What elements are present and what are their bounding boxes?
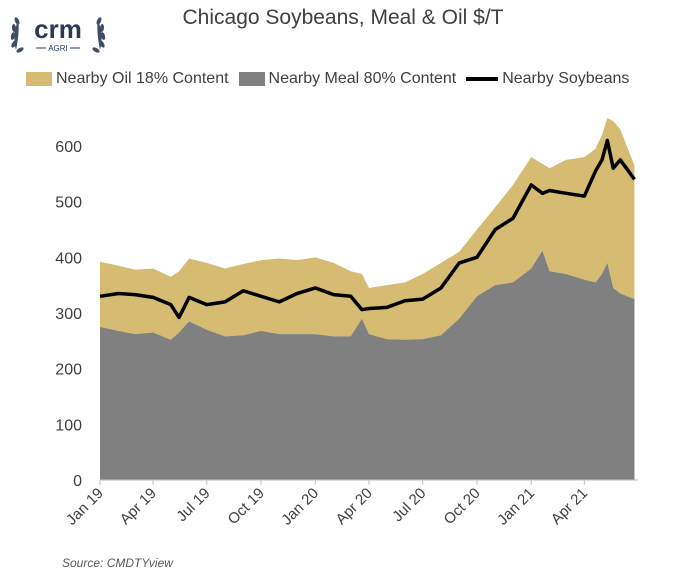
x-tick-label: Oct 20 xyxy=(441,485,484,528)
chart-legend: Nearby Oil 18% Content Nearby Meal 80% C… xyxy=(26,68,639,90)
chart-plot: 0 100 200 300 400 500 600 Jan 19 Apr 19 Jul 19 Oct… xyxy=(55,118,638,529)
y-tick-label: 300 xyxy=(55,306,82,323)
x-tick-label: Apr 19 xyxy=(117,485,160,528)
soybeans-line-series xyxy=(99,138,636,320)
legend-label-soybeans: Nearby Soybeans xyxy=(502,70,630,87)
x-tick-label: Oct 19 xyxy=(225,485,268,528)
x-tick-label: Jul 20 xyxy=(389,485,429,525)
y-tick-label: 0 xyxy=(73,473,82,490)
legend-item-meal: Nearby Meal 80% Content xyxy=(238,70,457,88)
meal-area-series xyxy=(100,250,635,480)
legend-swatch-oil xyxy=(26,72,52,86)
x-tick-label: Apr 20 xyxy=(333,485,376,528)
y-tick-label: 600 xyxy=(55,139,82,156)
oil-area-series xyxy=(100,118,635,340)
x-tick-label: Jul 19 xyxy=(173,485,213,525)
legend-label-oil: Nearby Oil 18% Content xyxy=(56,70,229,87)
x-tick-label: Jan 21 xyxy=(494,485,538,529)
y-tick-label: 100 xyxy=(55,417,82,434)
y-tick-label: 200 xyxy=(55,362,82,379)
legend-item-oil: Nearby Oil 18% Content xyxy=(26,70,229,88)
x-tick-label: Apr 21 xyxy=(548,485,591,528)
legend-swatch-soybeans xyxy=(466,77,499,81)
logo-subtext: AGRI xyxy=(48,44,68,53)
x-tick-label: Jan 19 xyxy=(63,485,107,529)
crm-agri-logo: crm AGRI xyxy=(6,4,110,66)
logo-text: crm xyxy=(34,14,82,44)
legend-swatch-meal xyxy=(238,72,265,86)
chart-source: Source: CMDTYview xyxy=(62,556,173,570)
x-tick-label: Jan 20 xyxy=(278,485,322,529)
legend-label-meal: Nearby Meal 80% Content xyxy=(268,70,457,87)
y-tick-label: 500 xyxy=(55,195,82,212)
legend-item-soybeans: Nearby Soybeans xyxy=(466,70,629,88)
chart-title: Chicago Soybeans, Meal & Oil $/T xyxy=(182,6,504,29)
y-tick-label: 400 xyxy=(55,250,82,267)
